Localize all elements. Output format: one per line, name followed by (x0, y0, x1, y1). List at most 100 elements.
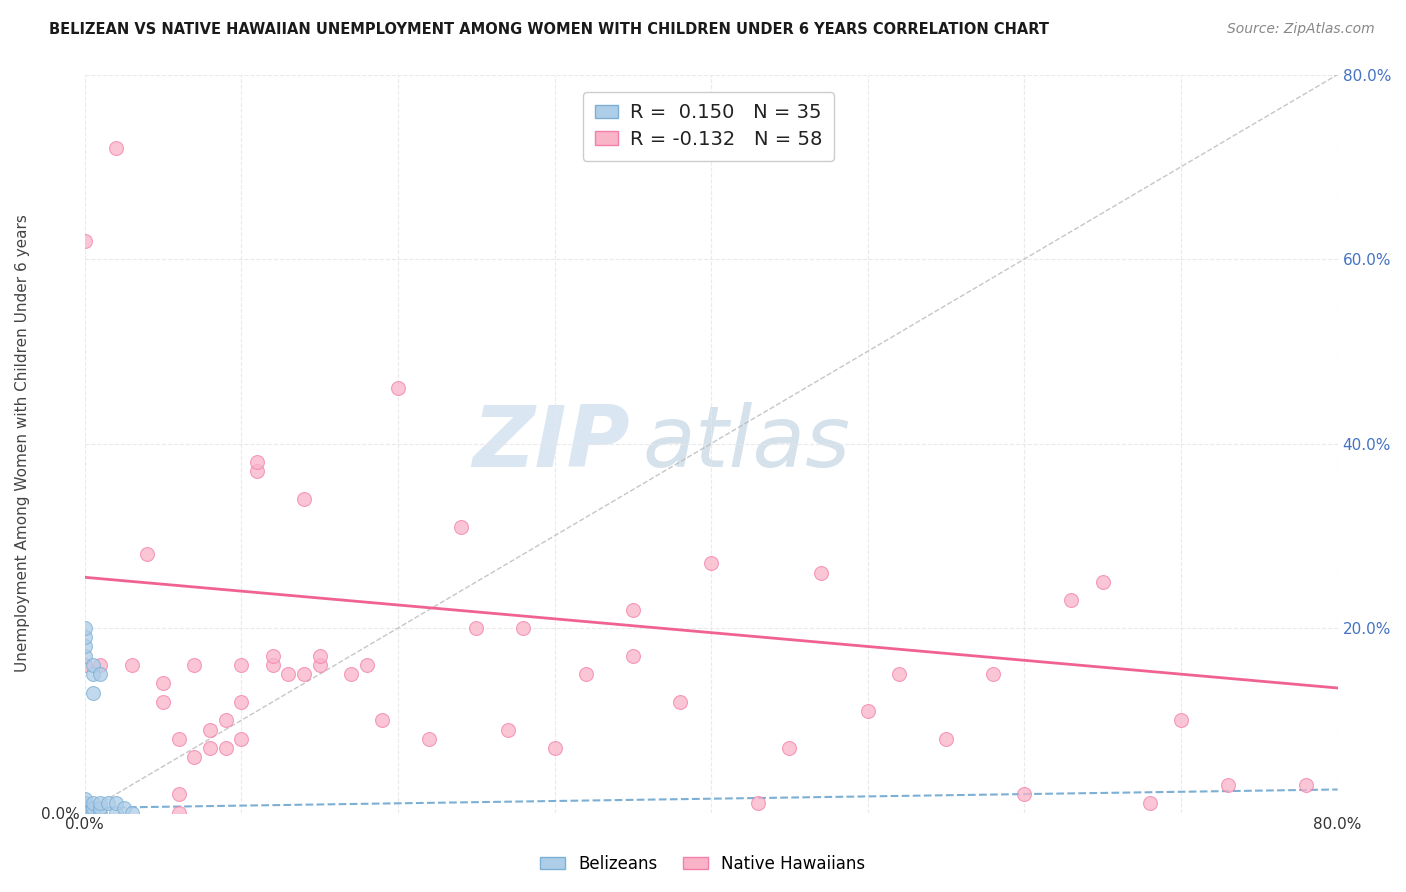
Point (73, 805, 96, 820)
Point (669, 695, 692, 709)
Point (152, 695, 174, 709)
Point (121, 805, 143, 820)
Point (73, 797, 96, 811)
Point (1170, 713, 1192, 727)
Point (121, 657, 143, 672)
Point (856, 704, 879, 718)
Point (89, 657, 111, 672)
Point (73, 801, 96, 815)
Point (1139, 797, 1161, 811)
Legend: R =  0.150   N = 35, R = -0.132   N = 58: R = 0.150 N = 35, R = -0.132 N = 58 (583, 92, 834, 161)
Point (73, 234, 96, 248)
Point (450, 519, 472, 533)
Point (246, 455, 269, 469)
Point (73, 805, 96, 820)
Point (167, 805, 190, 820)
Point (73, 805, 96, 820)
Point (82, 797, 104, 811)
Point (97, 797, 120, 811)
Text: atlas: atlas (643, 402, 851, 485)
Point (105, 805, 128, 820)
Point (621, 602, 644, 616)
Point (73, 801, 96, 815)
Point (152, 676, 174, 690)
Point (198, 723, 221, 737)
Point (73, 805, 96, 820)
Point (89, 797, 111, 811)
Point (308, 657, 330, 672)
Point (198, 741, 221, 756)
Point (73, 805, 96, 820)
Point (112, 801, 135, 815)
Point (167, 731, 190, 746)
Point (215, 713, 238, 727)
Point (73, 791, 96, 805)
Point (231, 657, 253, 672)
Point (356, 657, 378, 672)
Point (105, 797, 128, 811)
Point (136, 547, 159, 561)
Point (779, 741, 801, 756)
Point (262, 657, 284, 672)
Point (700, 557, 723, 571)
Point (82, 801, 104, 815)
Point (73, 805, 96, 820)
Point (82, 667, 104, 681)
Point (89, 667, 111, 681)
Point (1216, 778, 1239, 792)
Point (73, 805, 96, 820)
Point (371, 713, 394, 727)
Point (465, 621, 488, 635)
Point (1295, 778, 1317, 792)
Point (543, 741, 565, 756)
Point (82, 657, 104, 672)
Point (512, 621, 534, 635)
Legend: Belizeans, Native Hawaiians: Belizeans, Native Hawaiians (534, 848, 872, 880)
Text: ZIP: ZIP (472, 402, 630, 485)
Point (82, 685, 104, 699)
Point (167, 787, 190, 801)
Point (1091, 574, 1114, 589)
Text: Source: ZipAtlas.com: Source: ZipAtlas.com (1227, 22, 1375, 37)
Point (73, 801, 96, 815)
Point (747, 797, 769, 811)
Point (810, 566, 832, 580)
Point (215, 741, 238, 756)
Point (73, 805, 96, 820)
Point (73, 805, 96, 820)
Point (73, 805, 96, 820)
Point (292, 491, 315, 506)
Point (82, 805, 104, 820)
Point (981, 667, 1004, 681)
Point (308, 648, 330, 663)
Point (89, 801, 111, 815)
Point (887, 667, 910, 681)
Point (292, 667, 315, 681)
Point (621, 648, 644, 663)
Point (183, 750, 205, 764)
Point (575, 667, 598, 681)
Point (1014, 787, 1036, 801)
Point (73, 640, 96, 654)
Point (231, 695, 253, 709)
Point (340, 667, 363, 681)
Point (73, 621, 96, 635)
Point (73, 648, 96, 663)
Point (387, 381, 409, 395)
Point (935, 731, 957, 746)
Text: BELIZEAN VS NATIVE HAWAIIAN UNEMPLOYMENT AMONG WOMEN WITH CHILDREN UNDER 6 YEARS: BELIZEAN VS NATIVE HAWAIIAN UNEMPLOYMENT… (49, 22, 1049, 37)
Point (246, 464, 269, 478)
Point (73, 797, 96, 811)
Point (231, 731, 253, 746)
Point (183, 657, 205, 672)
Point (73, 657, 96, 672)
Point (418, 731, 440, 746)
Point (73, 630, 96, 644)
Point (496, 723, 519, 737)
Point (262, 648, 284, 663)
Point (105, 141, 128, 155)
Point (1060, 593, 1083, 607)
Point (89, 805, 111, 820)
Point (277, 667, 299, 681)
Y-axis label: Unemployment Among Women with Children Under 6 years: Unemployment Among Women with Children U… (15, 215, 30, 673)
